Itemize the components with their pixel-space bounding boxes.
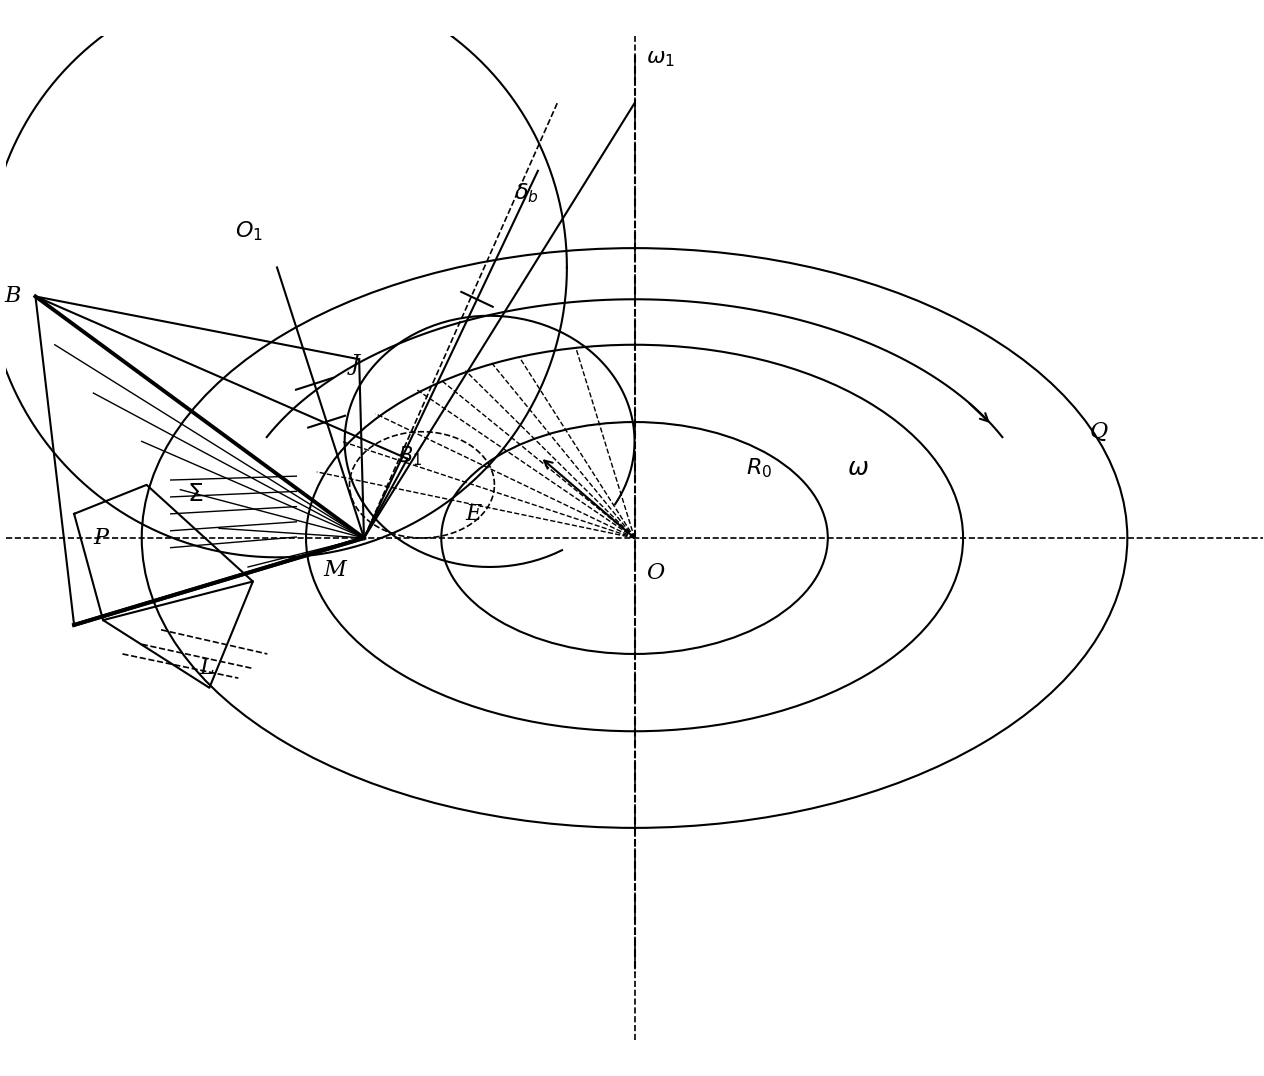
Text: O: O bbox=[646, 562, 665, 584]
Text: Q: Q bbox=[1090, 421, 1107, 442]
Text: $\Sigma$: $\Sigma$ bbox=[187, 483, 204, 506]
Text: $\omega$: $\omega$ bbox=[847, 457, 868, 480]
Text: $O_1$: $O_1$ bbox=[235, 220, 263, 243]
Text: E: E bbox=[465, 502, 482, 525]
Text: B: B bbox=[5, 285, 21, 308]
Text: $\omega_1$: $\omega_1$ bbox=[646, 47, 675, 69]
Text: M: M bbox=[324, 560, 346, 581]
Text: $B_1$: $B_1$ bbox=[398, 444, 422, 468]
Text: L: L bbox=[200, 657, 214, 679]
Text: P: P bbox=[94, 527, 107, 549]
Text: $R_0$: $R_0$ bbox=[746, 456, 772, 480]
Text: $\delta_b$: $\delta_b$ bbox=[513, 181, 538, 204]
Text: J: J bbox=[350, 353, 359, 376]
